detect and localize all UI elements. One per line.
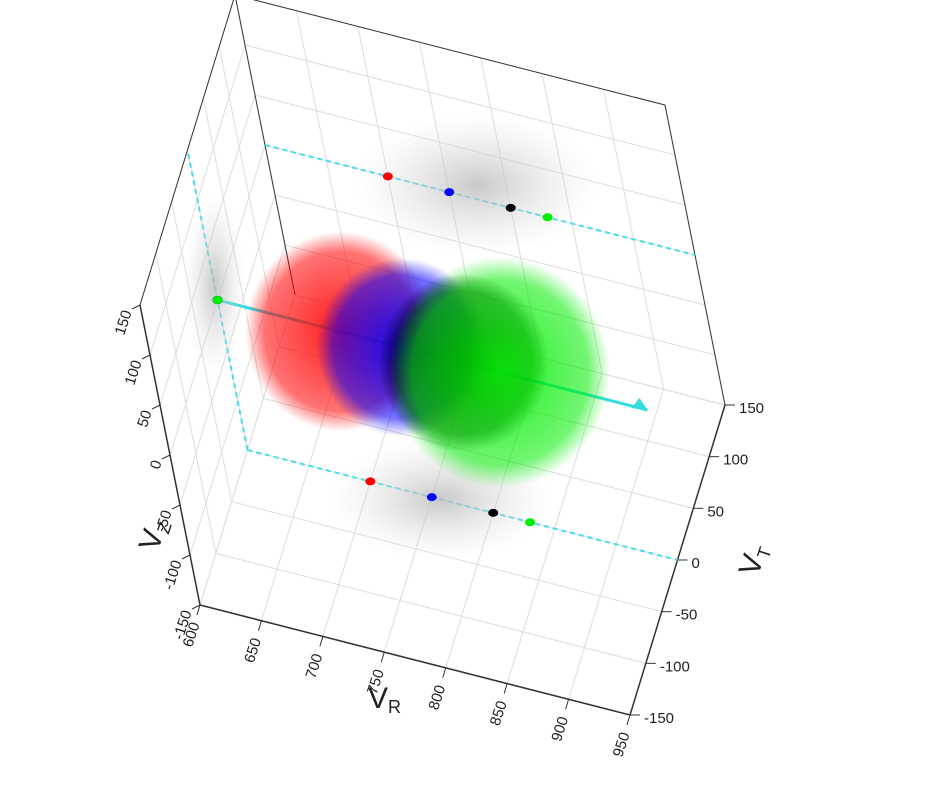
labels: 600 650 700 750 800 850 900 950 -150 -100 -50 0 50 10… xyxy=(112,172,776,759)
tick-mark xyxy=(141,354,151,360)
tick-mark xyxy=(257,620,262,631)
tick-mark xyxy=(565,699,570,710)
axis-title: VT xyxy=(733,540,776,580)
axis-title-main: V xyxy=(368,682,388,715)
mean-point xyxy=(212,296,223,304)
mean-point xyxy=(382,172,393,181)
tick-mark xyxy=(442,667,447,679)
point-cloud xyxy=(390,256,611,488)
tick-mark xyxy=(319,636,324,647)
grid-line xyxy=(244,44,676,156)
z-tick-label: -100 xyxy=(160,558,185,592)
mean-point xyxy=(525,518,536,527)
tick-mark xyxy=(503,683,508,694)
mean-point xyxy=(426,493,437,502)
y-tick-label: 100 xyxy=(723,452,748,469)
projection-line xyxy=(186,149,249,451)
x-tick-label: 800 xyxy=(425,683,449,712)
axis-title-sub: R xyxy=(388,697,401,717)
y-tick-label: 150 xyxy=(739,400,764,417)
x-tick-label: 850 xyxy=(487,699,511,728)
axis-title: VR xyxy=(368,682,401,717)
y-tick-label: -50 xyxy=(676,607,698,624)
grid-line xyxy=(252,0,666,106)
y-tick-label: -150 xyxy=(644,710,674,727)
mean-point xyxy=(542,213,553,222)
x-tick-label: 900 xyxy=(548,714,572,743)
mean-point xyxy=(505,203,516,212)
tick-mark xyxy=(626,714,631,726)
tick-mark xyxy=(196,604,201,616)
projection-line xyxy=(247,449,678,561)
box-edge xyxy=(139,0,234,306)
y-tick-label: 50 xyxy=(707,503,724,520)
projection-cloud xyxy=(357,115,597,255)
y-tick-label: 0 xyxy=(692,555,700,572)
tick-mark xyxy=(181,554,191,560)
z-tick-label: -50 xyxy=(153,508,176,534)
tick-mark xyxy=(131,304,141,310)
grid-line xyxy=(215,552,646,664)
mean-point xyxy=(444,188,455,197)
mean-point xyxy=(488,508,499,517)
x-tick-label: 700 xyxy=(303,652,327,681)
arrow-head xyxy=(631,398,648,410)
projection-cloud xyxy=(184,195,245,375)
y-tick-label: -100 xyxy=(660,658,690,675)
tick-mark xyxy=(151,404,161,410)
box-edge xyxy=(252,0,666,106)
box-edge xyxy=(199,604,631,716)
x-tick-label: 750 xyxy=(364,667,388,696)
z-tick-label: 150 xyxy=(112,308,136,337)
tick-mark xyxy=(191,604,201,610)
z-tick-label: 100 xyxy=(122,358,146,387)
tick-mark xyxy=(161,454,171,460)
z-tick-label: 50 xyxy=(134,408,155,429)
clouds xyxy=(184,115,696,561)
x-tick-label: 600 xyxy=(180,620,204,649)
x-tick-label: 650 xyxy=(241,636,265,665)
z-tick-label: 0 xyxy=(147,458,166,471)
tick-mark xyxy=(171,504,181,510)
x-tick-label: 950 xyxy=(610,730,634,759)
projection-line xyxy=(264,144,696,256)
tick-mark xyxy=(380,651,385,663)
mean-point xyxy=(365,477,376,486)
